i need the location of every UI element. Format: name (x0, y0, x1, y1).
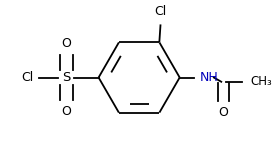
Text: O: O (62, 37, 71, 50)
Text: NH: NH (200, 71, 219, 84)
Text: O: O (62, 105, 71, 118)
Text: O: O (219, 106, 228, 119)
Text: Cl: Cl (21, 71, 33, 84)
Text: S: S (62, 71, 71, 84)
Text: CH₃: CH₃ (250, 75, 272, 88)
Text: Cl: Cl (154, 5, 167, 18)
